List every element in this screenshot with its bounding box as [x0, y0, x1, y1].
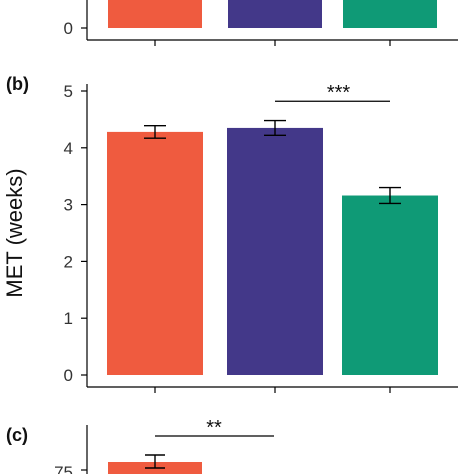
panel-c-label: (c): [6, 425, 28, 445]
panel-c-significance-label: **: [206, 417, 222, 439]
panel-b: (b) MET (weeks) 0 1 2 3 4 5 ***: [2, 74, 458, 393]
panel-b-ytick-label-4: 4: [64, 139, 73, 158]
panel-b-bar-1: [107, 131, 203, 375]
panel-b-ytick-label-2: 2: [64, 252, 73, 271]
panel-b-significance-label: ***: [327, 82, 351, 104]
panel-c: (c) 75 **: [6, 417, 274, 474]
panel-a-bar-1: [108, 0, 202, 28]
panel-b-y-ticks: 0 1 2 3 4 5: [64, 82, 87, 385]
panel-b-error-bars: [144, 119, 401, 205]
panel-b-ytick-label-3: 3: [64, 196, 73, 215]
panel-b-bar-3: [342, 195, 438, 375]
panel-b-bar-2: [227, 127, 323, 375]
panel-b-ytick-label-5: 5: [64, 82, 73, 101]
panel-a-ytick-label-0: 0: [64, 19, 73, 38]
panel-b-label: (b): [6, 74, 29, 94]
panel-a-bar-2: [228, 0, 322, 28]
panel-c-ytick-label-75: 75: [54, 463, 73, 474]
panel-b-x-ticks: [154, 387, 391, 393]
panel-a: 0: [64, 0, 458, 46]
panel-b-bars: [107, 127, 438, 375]
panel-b-significance: ***: [275, 82, 390, 104]
panel-a-bar-3: [343, 0, 437, 28]
panel-b-ytick-label-1: 1: [64, 309, 73, 328]
panel-b-y-axis-title: MET (weeks): [2, 168, 27, 297]
panel-b-ytick-label-0: 0: [64, 366, 73, 385]
